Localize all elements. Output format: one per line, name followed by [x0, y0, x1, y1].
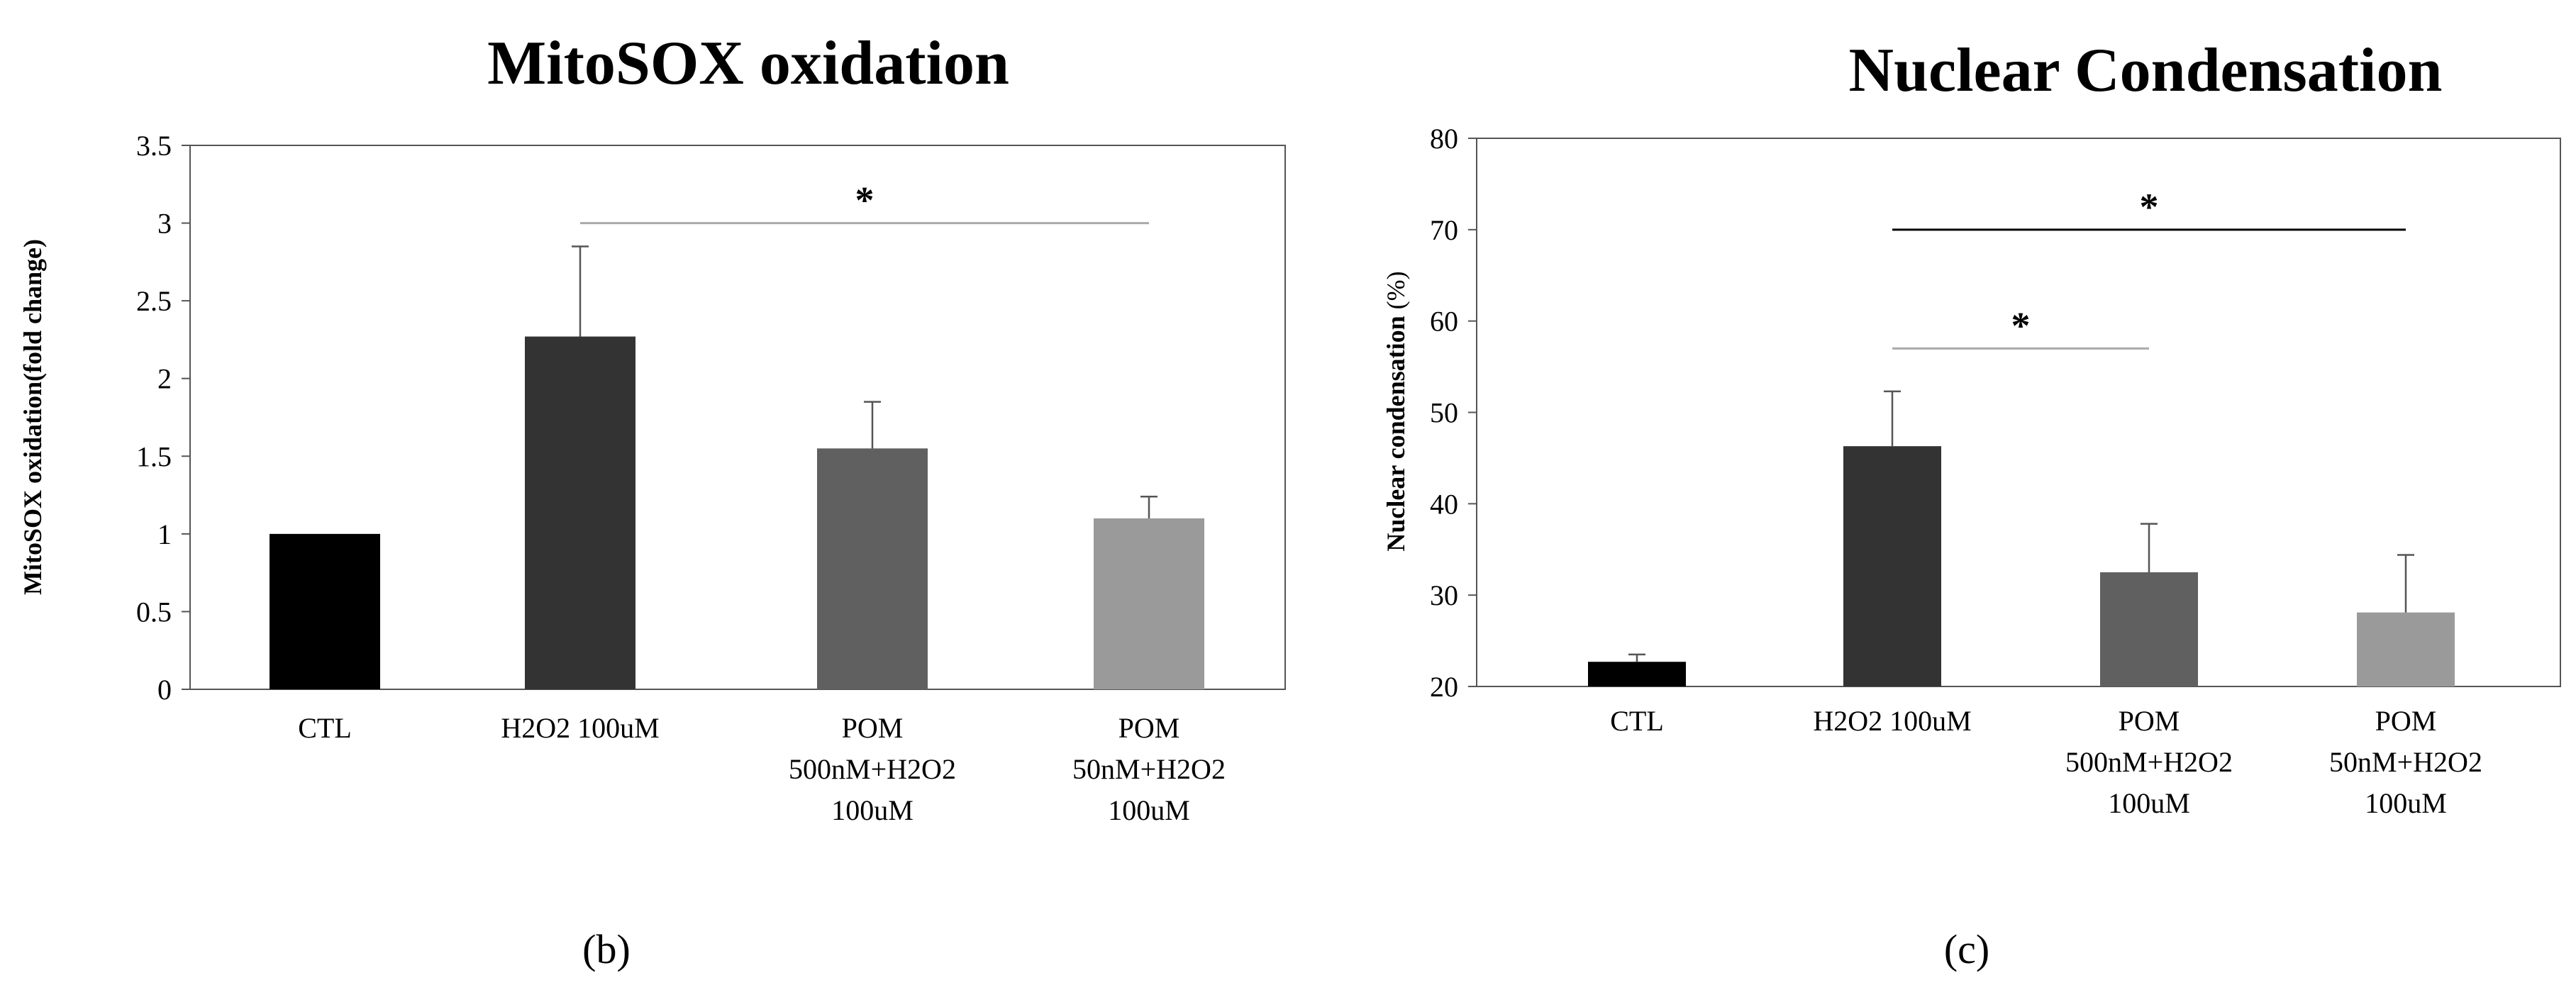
category-label: 100uM	[2108, 787, 2190, 819]
category-label: CTL	[298, 712, 352, 744]
category-label: 100uM	[1108, 794, 1190, 826]
bar	[817, 448, 928, 689]
category-label: 50nM+H2O2	[1072, 753, 1226, 785]
significance-marker: *	[2011, 304, 2031, 347]
y-tick-label: 60	[1430, 306, 1458, 338]
bar	[270, 533, 380, 689]
y-tick-label: 40	[1430, 488, 1458, 520]
chart-c: Nuclear Condensation 20 30 40 50 60 70 80 Nuclea…	[1382, 36, 2561, 972]
category-label: H2O2 100uM	[501, 712, 659, 744]
significance-marker: *	[2140, 186, 2159, 228]
y-tick-label: 2	[157, 363, 172, 395]
category-label: CTL	[1610, 705, 1664, 737]
bar	[1843, 446, 1941, 686]
y-tick-label: 1	[157, 518, 172, 550]
y-tick-label: 30	[1430, 579, 1458, 611]
panel-label: (b)	[582, 926, 631, 972]
plot-area-frame	[189, 145, 1286, 690]
bar	[2100, 572, 2198, 686]
category-label: H2O2 100uM	[1813, 705, 1971, 737]
y-tick-label: 50	[1430, 397, 1458, 429]
bar	[1588, 662, 1686, 686]
category-label: POM	[1118, 712, 1180, 744]
chart-b: MitoSOX oxidation 0 0.5 1 1.5 2 2.5 3 3.5 MitoSOX…	[18, 29, 1286, 972]
y-axis-label: Nuclear condensation (%)	[1382, 271, 1410, 551]
category-label: POM	[2375, 705, 2437, 737]
y-axis-unit: (%)	[1382, 271, 1410, 316]
y-axis-label: MitoSOX oxidation(fold change)	[18, 239, 47, 595]
bar	[525, 336, 635, 689]
y-tick-label: 0	[157, 674, 172, 706]
significance-marker: *	[855, 179, 875, 222]
y-tick-label: 0.5	[136, 596, 172, 628]
y-tick-label: 3.5	[136, 130, 172, 162]
panel-label: (c)	[1944, 926, 1989, 972]
chart-title: Nuclear Condensation	[1849, 36, 2443, 105]
category-label: 500nM+H2O2	[789, 753, 956, 785]
bar	[2357, 612, 2455, 686]
y-tick-label: 20	[1430, 671, 1458, 703]
y-tick-label: 2.5	[136, 285, 172, 317]
category-label: 50nM+H2O2	[2329, 746, 2482, 778]
category-label: 100uM	[831, 794, 914, 826]
y-tick-label: 80	[1430, 123, 1458, 155]
bar	[1094, 518, 1204, 689]
y-tick-label: 1.5	[136, 440, 172, 472]
plot-area-frame	[1476, 138, 2561, 687]
chart-title: MitoSOX oxidation	[487, 29, 1009, 98]
y-tick-label: 70	[1430, 214, 1458, 246]
category-label: 500nM+H2O2	[2065, 746, 2233, 778]
category-label: 100uM	[2365, 787, 2447, 819]
category-label: POM	[842, 712, 904, 744]
category-label: POM	[2119, 705, 2180, 737]
y-tick-label: 3	[157, 208, 172, 240]
